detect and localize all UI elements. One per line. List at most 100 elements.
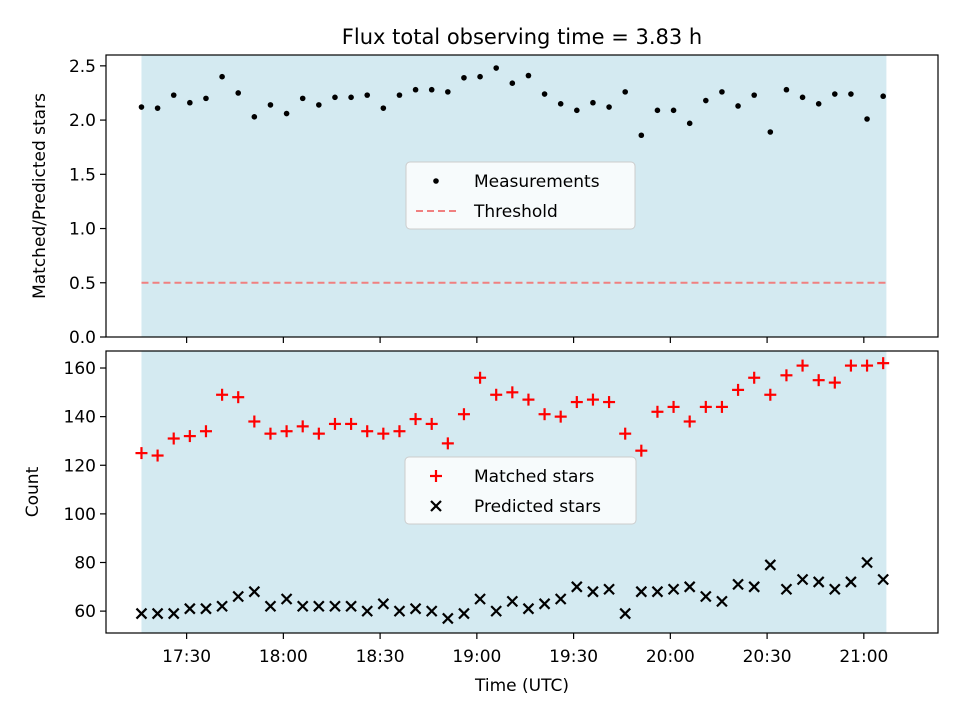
x-tick-label: 19:00 bbox=[452, 647, 501, 667]
matched-star-point bbox=[635, 444, 648, 457]
y-tick-label: 140 bbox=[64, 408, 96, 428]
predicted-star-point bbox=[877, 573, 889, 586]
measurement-point bbox=[638, 132, 645, 139]
measurement-point bbox=[138, 104, 145, 110]
measurement-point bbox=[477, 73, 483, 80]
measurement-point bbox=[832, 91, 838, 97]
predicted-star-point bbox=[490, 605, 502, 617]
matched-star-point bbox=[812, 374, 825, 387]
matched-star-point bbox=[748, 371, 761, 384]
y-tick-label: 100 bbox=[64, 505, 96, 525]
count-y-ticks: 60 80 100 120 140 160 bbox=[64, 359, 106, 622]
predicted-star-point bbox=[780, 583, 793, 596]
matched-star-point bbox=[506, 386, 519, 399]
legend-predicted-label: Predicted stars bbox=[474, 497, 601, 517]
predicted-star-point bbox=[667, 583, 680, 596]
predicted-star-point bbox=[700, 590, 712, 603]
legend-matched-marker bbox=[430, 470, 442, 482]
y-tick-label: 120 bbox=[64, 456, 96, 476]
y-tick-label: 0.0 bbox=[69, 328, 96, 348]
count-y-axis-label: Count bbox=[23, 466, 43, 517]
predicted-star-point bbox=[216, 600, 228, 613]
measurement-point bbox=[509, 80, 516, 86]
matched-star-point bbox=[393, 425, 406, 438]
predicted-star-point bbox=[522, 602, 535, 615]
matched-star-point bbox=[619, 427, 632, 440]
matched-star-point bbox=[377, 427, 390, 440]
matched-star-point bbox=[280, 425, 293, 438]
matched-star-point bbox=[877, 357, 890, 370]
measurement-point bbox=[783, 86, 790, 93]
measurement-point bbox=[799, 94, 806, 101]
predicted-star-point bbox=[683, 581, 696, 593]
matched-star-point bbox=[667, 400, 680, 413]
measurement-point bbox=[380, 105, 387, 111]
matched-star-point bbox=[135, 447, 148, 460]
predicted-star-point bbox=[845, 576, 857, 588]
x-tick-label: 20:30 bbox=[743, 647, 792, 667]
predicted-star-point bbox=[829, 583, 841, 596]
measurement-point bbox=[267, 102, 274, 108]
ratio-x-ticks bbox=[186, 337, 865, 343]
matched-star-point bbox=[264, 427, 277, 440]
predicted-star-point bbox=[361, 605, 373, 617]
ratio-y-ticks: 0.0 0.5 1.0 1.5 2.0 2.5 bbox=[69, 57, 106, 348]
legend-threshold-label: Threshold bbox=[473, 202, 558, 222]
count-legend-box bbox=[404, 456, 637, 525]
predicted-star-point bbox=[425, 605, 438, 617]
matched-star-point bbox=[603, 396, 616, 409]
measurement-point bbox=[445, 89, 451, 95]
predicted-star-point bbox=[732, 578, 744, 591]
ratio-legend: Measurements Threshold bbox=[405, 161, 636, 230]
legend-predicted-marker bbox=[430, 500, 442, 512]
predicted-star-point bbox=[184, 602, 196, 615]
predicted-star-point bbox=[796, 573, 809, 586]
measurement-point bbox=[235, 90, 242, 96]
predicted-star-point bbox=[167, 607, 180, 620]
measurement-point bbox=[154, 105, 161, 111]
matched-star-point bbox=[586, 393, 599, 406]
predicted-star-point bbox=[393, 605, 406, 617]
predicted-star-point bbox=[232, 590, 244, 603]
measurement-point bbox=[283, 110, 290, 117]
matched-star-point bbox=[732, 383, 745, 396]
measurement-point bbox=[622, 89, 628, 95]
matched-star-point bbox=[167, 432, 180, 445]
measurement-point bbox=[574, 107, 580, 114]
measurement-point bbox=[557, 101, 564, 107]
x-tick-label: 18:00 bbox=[259, 647, 308, 667]
matched-star-point bbox=[522, 393, 535, 406]
predicted-star-point bbox=[135, 607, 148, 620]
predicted-star-point bbox=[200, 602, 212, 615]
x-tick-label: 20:00 bbox=[646, 647, 695, 667]
measurement-point bbox=[332, 94, 338, 101]
predicted-star-point bbox=[458, 607, 470, 620]
legend-measurements-label: Measurements bbox=[474, 172, 600, 192]
y-tick-label: 0.5 bbox=[69, 274, 96, 294]
ratio-marks bbox=[138, 65, 887, 284]
predicted-star-point bbox=[861, 556, 873, 569]
predicted-star-point bbox=[409, 602, 422, 615]
matched-star-point bbox=[345, 417, 358, 430]
matched-star-point bbox=[844, 359, 857, 372]
count-panel-frame bbox=[105, 350, 939, 634]
predicted-star-point bbox=[296, 600, 309, 613]
matched-star-point bbox=[409, 413, 422, 426]
matched-star-point bbox=[828, 376, 841, 389]
predicted-star-point bbox=[151, 607, 164, 620]
ratio-y-axis-label: Matched/Predicted stars bbox=[30, 93, 50, 299]
x-tick-label: 19:30 bbox=[549, 647, 598, 667]
matched-star-point bbox=[232, 391, 245, 404]
predicted-star-point bbox=[603, 583, 615, 596]
measurement-point bbox=[880, 93, 886, 100]
matched-star-point bbox=[570, 396, 583, 409]
predicted-star-point bbox=[587, 585, 599, 598]
measurement-point bbox=[428, 86, 435, 93]
x-tick-label: 18:30 bbox=[356, 647, 405, 667]
predicted-star-point bbox=[313, 600, 325, 613]
chart-title: Flux total observing time = 3.83 h bbox=[342, 25, 702, 49]
predicted-star-point bbox=[506, 595, 519, 608]
measurement-point bbox=[735, 103, 741, 109]
matched-star-point bbox=[715, 400, 728, 413]
count-panel: 60 80 100 120 140 160 17:30 18:00 18:30 19:00 19:… bbox=[23, 350, 939, 696]
